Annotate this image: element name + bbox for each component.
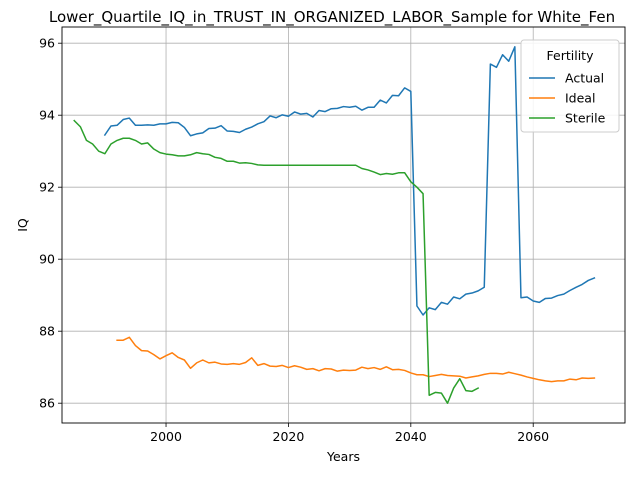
y-axis-title: IQ xyxy=(15,218,30,232)
x-tick-label: 2000 xyxy=(150,429,182,444)
chart-title: Lower_Quartile_IQ_in_TRUST_IN_ORGANIZED_… xyxy=(49,8,615,27)
legend-label-ideal: Ideal xyxy=(565,91,595,106)
axis-ticks: 2000 2020 2040 2060 86 88 90 92 94 96 xyxy=(39,36,549,444)
series-line-actual xyxy=(103,46,596,316)
y-tick-label: 94 xyxy=(39,108,55,123)
legend-title: Fertility xyxy=(547,48,595,63)
x-tick-label: 2060 xyxy=(517,429,549,444)
x-tick-label: 2020 xyxy=(273,429,305,444)
legend: Fertility Actual Ideal Sterile xyxy=(520,39,620,133)
y-tick-label: 90 xyxy=(39,252,55,267)
legend-box xyxy=(520,39,620,133)
y-tick-label: 92 xyxy=(39,180,55,195)
y-tick-label: 88 xyxy=(39,324,55,339)
y-tick-label: 86 xyxy=(39,396,55,411)
plot-frame xyxy=(61,26,626,424)
x-tick-label: 2040 xyxy=(395,429,427,444)
legend-label-actual: Actual xyxy=(565,71,604,86)
x-axis-title: Years xyxy=(326,449,360,464)
legend-label-sterile: Sterile xyxy=(565,111,606,126)
y-tick-label: 96 xyxy=(39,36,55,51)
series-line-ideal xyxy=(116,336,596,383)
series-line-sterile xyxy=(73,119,480,404)
series-lines xyxy=(73,46,596,404)
legend-entries: Actual Ideal Sterile xyxy=(529,71,606,126)
